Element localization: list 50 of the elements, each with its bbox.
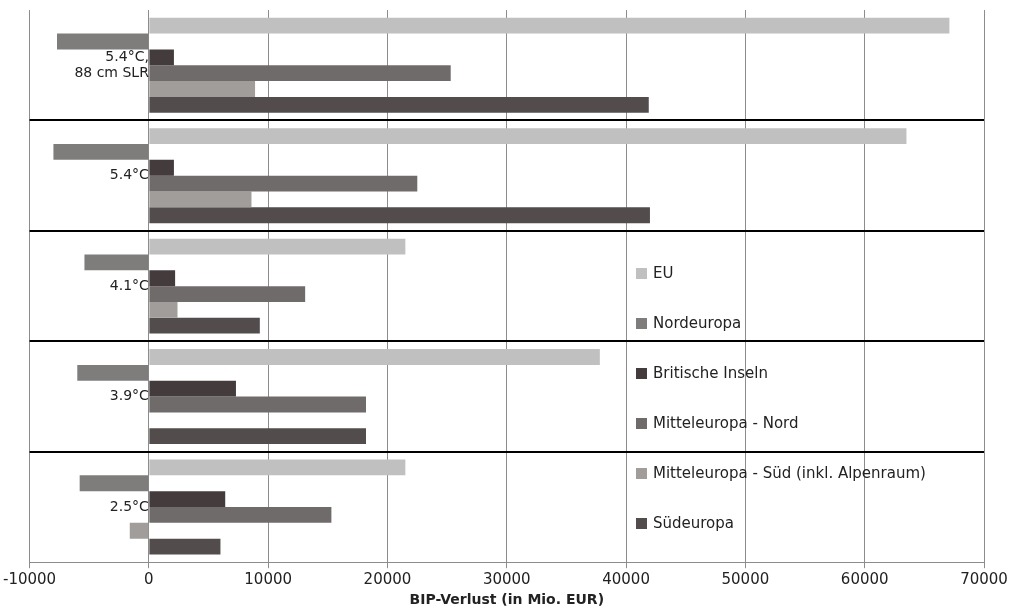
bar: [149, 270, 176, 287]
x-tick-label: 40000: [602, 570, 650, 589]
bar: [149, 380, 236, 397]
bar: [129, 522, 149, 539]
bar: [149, 459, 406, 476]
x-axis-title: BIP-Verlust (in Mio. EUR): [409, 591, 605, 608]
bar: [149, 428, 366, 445]
x-tick-label: 30000: [482, 570, 531, 589]
y-tick-label: 2.5°C: [109, 497, 150, 514]
bar: [149, 238, 406, 255]
bar: [57, 33, 149, 50]
legend-label: Britische Inseln: [653, 364, 768, 382]
x-tick-label: 50000: [721, 570, 770, 589]
x-tick-label: 60000: [840, 570, 889, 589]
bar: [77, 364, 149, 381]
bar: [53, 144, 149, 160]
bar: [149, 538, 221, 555]
bar: [84, 254, 149, 271]
legend-label: Mitteleuropa - Süd (inkl. Alpenraum): [653, 464, 926, 482]
x-tick-label: 0: [144, 570, 154, 589]
bar: [149, 128, 907, 145]
bar: [149, 65, 451, 82]
legend-label: Südeuropa: [653, 514, 735, 532]
bar: [149, 17, 950, 34]
bar: [149, 506, 332, 523]
y-tick-label: 5.4°C: [109, 166, 150, 183]
x-tick-label: -10000: [2, 570, 57, 589]
bar: [149, 349, 600, 365]
bar: [149, 81, 256, 97]
x-tick-label: 10000: [244, 570, 293, 589]
y-tick-label: 5.4°C, 88 cm SLR: [74, 47, 150, 80]
legend-label: Mitteleuropa - Nord: [653, 414, 799, 432]
y-tick-label: 4.1°C: [109, 276, 150, 293]
bar: [149, 96, 649, 113]
bar: [149, 396, 366, 413]
bar: [149, 301, 178, 318]
bar: [149, 491, 226, 507]
bar: [149, 175, 418, 192]
bar: [79, 475, 149, 492]
y-tick-label: 3.9°C: [109, 387, 150, 404]
bar: [149, 286, 306, 302]
bar: [149, 317, 260, 334]
legend-label: EU: [653, 264, 674, 282]
x-tick-label: 20000: [363, 570, 412, 589]
bar: [149, 191, 252, 208]
x-tick-label: 70000: [960, 570, 1008, 589]
bar: [149, 49, 174, 66]
bar: [149, 159, 174, 176]
bar: [149, 207, 650, 224]
legend-label: Nordeuropa: [653, 314, 742, 332]
